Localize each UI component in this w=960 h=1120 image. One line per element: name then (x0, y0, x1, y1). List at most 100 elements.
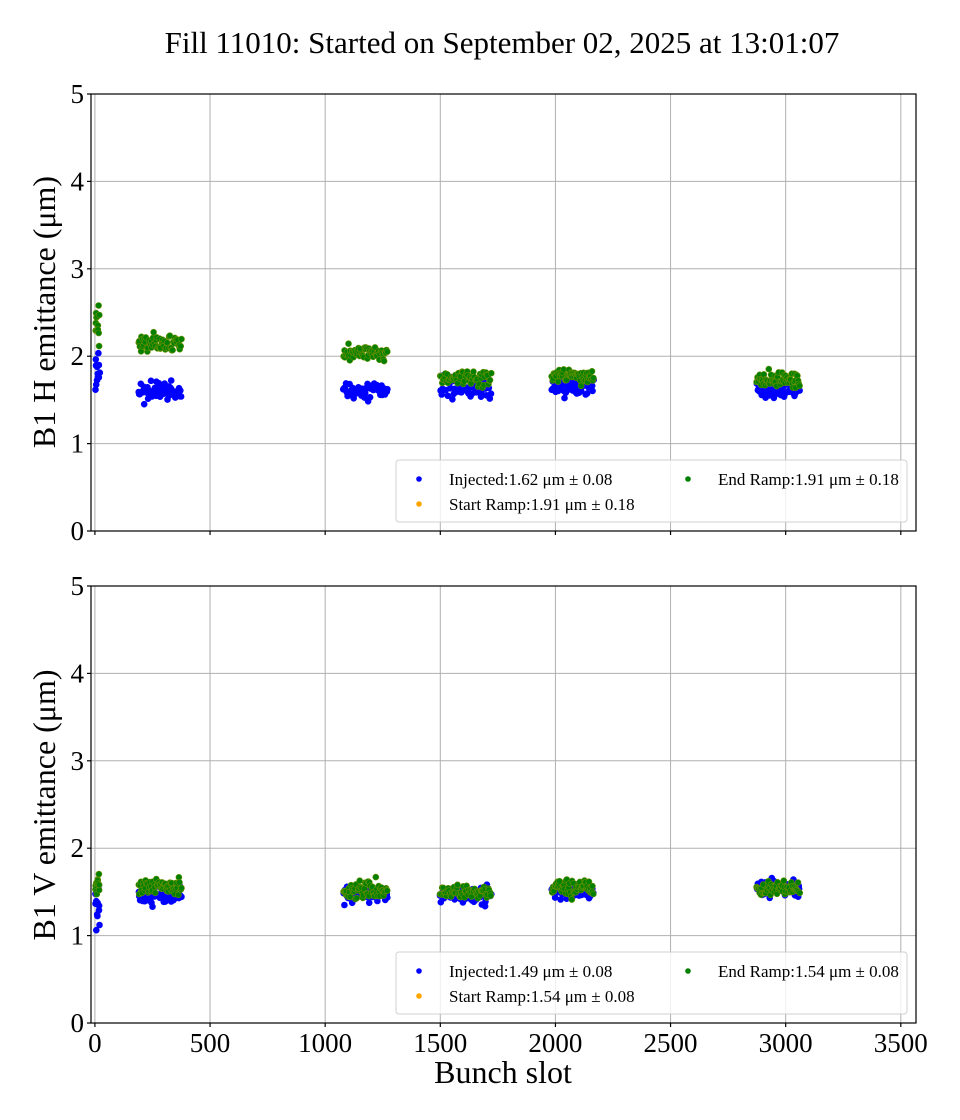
data-point-injected (167, 377, 175, 384)
x-tick-label: 1000 (298, 1028, 352, 1058)
x-tick-label: 2500 (644, 1028, 698, 1058)
scatter-points (92, 302, 803, 408)
data-point-end-ramp (487, 369, 495, 377)
data-point-injected (384, 385, 391, 393)
data-point-injected (93, 926, 100, 934)
data-point-injected (589, 387, 596, 395)
legend-frame (395, 951, 908, 1015)
data-point-end-ramp (96, 311, 103, 319)
y-tick-label: 2 (71, 341, 85, 371)
legend-marker-injected (416, 968, 422, 974)
y-tick-label: 1 (71, 429, 85, 459)
data-point-injected (96, 369, 104, 377)
data-point-end-ramp (568, 896, 576, 903)
data-point-end-ramp (487, 892, 495, 900)
data-point-end-ramp (794, 879, 802, 886)
data-point-end-ramp (372, 873, 380, 881)
data-point-end-ramp (590, 374, 597, 382)
data-point-end-ramp (353, 894, 361, 902)
data-point-end-ramp (95, 342, 103, 350)
data-point-end-ramp (380, 357, 388, 365)
data-point-end-ramp (589, 882, 596, 890)
data-point-end-ramp (383, 887, 391, 895)
y-tick-label: 0 (71, 1008, 85, 1038)
legend-label-end-ramp: End Ramp:1.91 μm ± 0.18 (718, 470, 899, 489)
data-point-end-ramp (454, 881, 461, 889)
data-point-injected (177, 393, 185, 400)
y-tick-label: 0 (71, 516, 85, 546)
data-point-end-ramp (383, 348, 391, 356)
data-point-injected (366, 393, 374, 401)
legend: Injected:1.49 μm ± 0.08 Start Ramp:1.54 μ… (395, 951, 908, 1015)
y-tick-label: 3 (71, 746, 85, 776)
x-tick-label: 2000 (528, 1028, 582, 1058)
data-point-injected (177, 387, 184, 394)
data-point-injected (341, 901, 348, 909)
data-point-injected (583, 390, 591, 397)
data-point-end-ramp (589, 890, 597, 898)
x-tick-label: 3000 (759, 1028, 813, 1058)
data-point-end-ramp (345, 340, 352, 348)
data-point-end-ramp (95, 881, 103, 889)
data-point-injected (95, 349, 102, 357)
data-point-end-ramp (554, 378, 562, 385)
legend-frame (395, 459, 908, 523)
y-tick-label: 4 (71, 166, 85, 196)
data-point-injected (561, 394, 568, 402)
data-point-end-ramp (175, 891, 182, 899)
data-point-end-ramp (470, 368, 477, 376)
legend-label-start-ramp: Start Ramp:1.54 μm ± 0.08 (449, 987, 635, 1006)
data-point-injected (94, 912, 101, 920)
data-point-injected (487, 390, 495, 398)
x-axis-label: Bunch slot (434, 1054, 572, 1090)
y-tick-label: 5 (71, 79, 85, 109)
data-point-end-ramp (780, 877, 788, 885)
data-point-end-ramp (796, 382, 803, 390)
data-point-injected (95, 361, 103, 369)
data-point-injected (147, 377, 155, 385)
axes-frame (90, 585, 917, 1024)
chart-title: Fill 11010: Started on September 02, 202… (165, 25, 840, 60)
data-point-injected (140, 400, 148, 408)
y-tick-label: 1 (71, 921, 85, 951)
data-point-end-ramp (163, 339, 171, 346)
axes-frame (90, 93, 917, 532)
data-point-injected (92, 356, 100, 363)
data-point-end-ramp (796, 889, 804, 897)
x-tick-label: 3500 (874, 1028, 928, 1058)
data-point-end-ramp (486, 376, 494, 384)
data-point-end-ramp (585, 878, 593, 886)
data-point-end-ramp (95, 870, 103, 878)
axes-b1h: 0 1 2 3 4 5 Injected:1.62 μm ± 0.08 Start Ramp:… (71, 79, 917, 546)
legend-marker-end-ramp (685, 968, 691, 974)
data-point-end-ramp (95, 329, 102, 337)
legend-label-injected: Injected:1.49 μm ± 0.08 (449, 962, 612, 981)
data-point-end-ramp (150, 328, 157, 336)
y-tick-label: 2 (71, 833, 85, 863)
data-point-end-ramp (169, 346, 176, 354)
legend: Injected:1.62 μm ± 0.08 Start Ramp:1.91 μ… (395, 459, 908, 523)
data-point-end-ramp (178, 335, 185, 343)
legend-marker-start-ramp (416, 501, 422, 507)
x-tick-label: 0 (88, 1028, 102, 1058)
data-point-end-ramp (177, 342, 184, 350)
data-point-end-ramp (577, 382, 585, 390)
data-point-injected (449, 395, 456, 403)
y-tick-label: 4 (71, 658, 85, 688)
y-tick-label: 5 (71, 571, 85, 601)
legend-marker-injected (416, 476, 422, 482)
scatter-points (92, 870, 804, 934)
y-axis-label-b1h: B1 H emittance (μm) (26, 176, 62, 448)
legend-label-end-ramp: End Ramp:1.54 μm ± 0.08 (718, 962, 899, 981)
data-point-end-ramp (95, 302, 102, 309)
data-point-injected (95, 902, 103, 910)
data-point-injected (444, 392, 452, 400)
legend-label-start-ramp: Start Ramp:1.91 μm ± 0.18 (449, 495, 635, 514)
y-axis-label-b1v: B1 V emittance (μm) (26, 669, 62, 940)
data-point-end-ramp (356, 877, 364, 885)
data-point-end-ramp (178, 884, 185, 892)
legend-label-injected: Injected:1.62 μm ± 0.08 (449, 470, 612, 489)
data-point-injected (149, 903, 156, 911)
x-tick-label: 500 (190, 1028, 231, 1058)
